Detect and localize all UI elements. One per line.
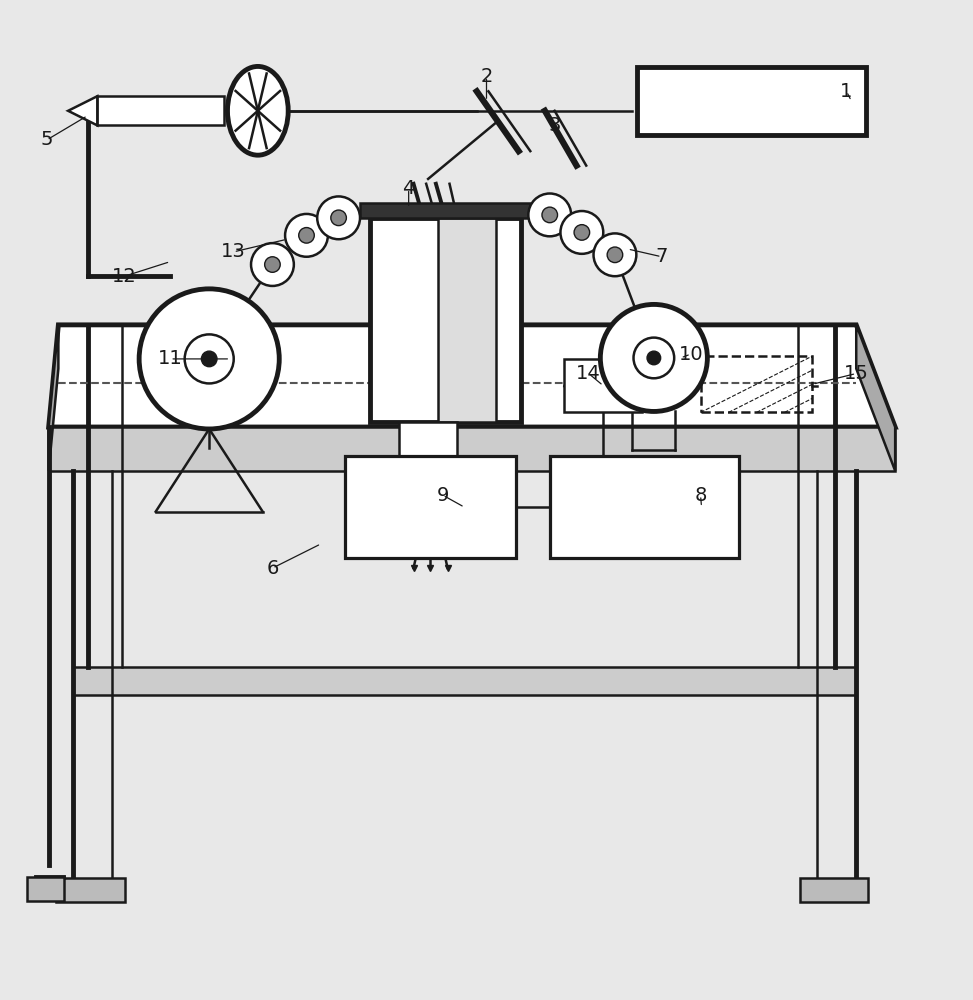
Text: 15: 15 [844, 364, 869, 383]
Text: 12: 12 [112, 267, 137, 286]
Circle shape [265, 257, 280, 272]
Text: 10: 10 [678, 345, 703, 364]
Text: 2: 2 [481, 67, 492, 86]
Circle shape [331, 210, 346, 226]
Circle shape [600, 304, 707, 411]
Polygon shape [49, 325, 895, 427]
Circle shape [574, 225, 590, 240]
Bar [360, 203, 530, 218]
Text: 9: 9 [437, 486, 449, 505]
Circle shape [528, 194, 571, 236]
Circle shape [647, 351, 661, 365]
Circle shape [317, 196, 360, 239]
Bar [370, 218, 521, 422]
Text: 6: 6 [267, 559, 278, 578]
Polygon shape [856, 325, 895, 471]
Bar [409, 466, 448, 510]
Bar [56, 878, 125, 902]
Bar [800, 878, 868, 902]
Bar [27, 877, 64, 901]
Polygon shape [49, 325, 58, 471]
Circle shape [560, 211, 603, 254]
Circle shape [185, 334, 234, 383]
Text: 14: 14 [576, 364, 601, 383]
Polygon shape [68, 96, 97, 125]
Text: 3: 3 [549, 116, 560, 135]
Bar [416, 507, 441, 524]
Bar [345, 456, 516, 558]
Circle shape [285, 214, 328, 257]
Circle shape [542, 207, 558, 223]
Circle shape [299, 228, 314, 243]
Circle shape [594, 233, 636, 276]
Circle shape [139, 289, 279, 429]
Bar [399, 422, 457, 471]
Bar [637, 67, 866, 135]
Bar [550, 456, 739, 558]
Circle shape [633, 338, 674, 378]
Text: 8: 8 [695, 486, 706, 505]
Text: 5: 5 [41, 130, 53, 149]
Bar [701, 356, 812, 412]
Polygon shape [49, 427, 895, 471]
Circle shape [251, 243, 294, 286]
Bar [97, 96, 224, 125]
Text: 1: 1 [841, 82, 852, 101]
Bar [438, 218, 496, 422]
Text: 4: 4 [403, 179, 414, 198]
Ellipse shape [228, 66, 288, 155]
Text: 13: 13 [221, 242, 246, 261]
Circle shape [607, 247, 623, 263]
Bar [564, 359, 642, 412]
Text: 7: 7 [656, 247, 667, 266]
Bar [73, 667, 856, 695]
Circle shape [201, 351, 217, 367]
Text: 11: 11 [158, 349, 183, 368]
